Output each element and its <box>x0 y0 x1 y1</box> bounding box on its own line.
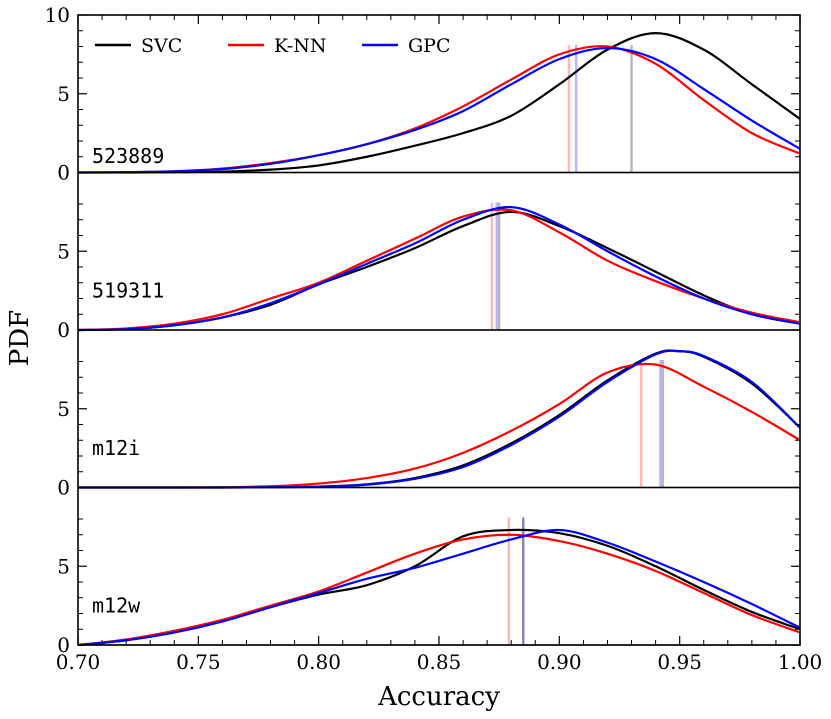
y-tick-label: 0 <box>57 161 70 185</box>
series-line-k-nn <box>77 362 801 489</box>
x-tick-label: 1.00 <box>778 650 823 674</box>
panel-label: 519311 <box>92 279 164 303</box>
panels-layer: 523889 0 5 10 519311 0 5 m12i 0 5 m12w 0 5 <box>45 3 801 657</box>
x-tick-label: 0.95 <box>657 650 702 674</box>
series-line-gpc <box>77 349 801 489</box>
legend-label-svc: SVC <box>141 35 182 57</box>
legend-label-gpc: GPC <box>408 35 451 57</box>
y-tick-label: 5 <box>57 554 70 578</box>
x-tick-label: 0.80 <box>296 650 341 674</box>
series-line-gpc <box>77 528 801 647</box>
y-tick-label: 5 <box>57 239 70 263</box>
y-tick-label: 5 <box>57 82 70 106</box>
series-line-k-nn <box>77 208 801 332</box>
y-tick-label: 0 <box>57 318 70 342</box>
series-line-svc <box>77 210 801 332</box>
panel-label: 523889 <box>92 144 164 168</box>
x-tick-label: 0.75 <box>176 650 221 674</box>
series-line-gpc <box>77 206 801 332</box>
panel-m12i: m12i 0 5 <box>57 329 801 500</box>
panel-label: m12w <box>92 594 141 618</box>
y-axis-title: PDF <box>5 310 35 366</box>
x-tick-label: 0.85 <box>417 650 462 674</box>
panel-label: m12i <box>92 436 140 460</box>
x-tick-label: 0.90 <box>537 650 582 674</box>
series-line-k-nn <box>77 533 801 647</box>
y-tick-label: 10 <box>45 3 70 27</box>
series-line-k-nn <box>77 45 801 174</box>
panel-m12w: m12w 0 5 <box>57 486 801 657</box>
panel-523889: 523889 0 5 10 <box>45 3 801 185</box>
y-tick-label: 0 <box>57 633 70 657</box>
legend-label-k-nn: K-NN <box>274 35 326 57</box>
legend: SVC K-NN GPC <box>95 35 451 57</box>
series-line-svc <box>77 349 801 489</box>
series-line-gpc <box>77 46 801 174</box>
x-tick-label: 0.70 <box>56 650 101 674</box>
y-tick-label: 5 <box>57 397 70 421</box>
panel-519311: 519311 0 5 <box>57 171 801 342</box>
x-axis-title: Accuracy <box>377 682 500 712</box>
x-axis: 0.70 0.75 0.80 0.85 0.90 0.95 1.00 <box>56 15 823 674</box>
y-tick-label: 0 <box>57 476 70 500</box>
